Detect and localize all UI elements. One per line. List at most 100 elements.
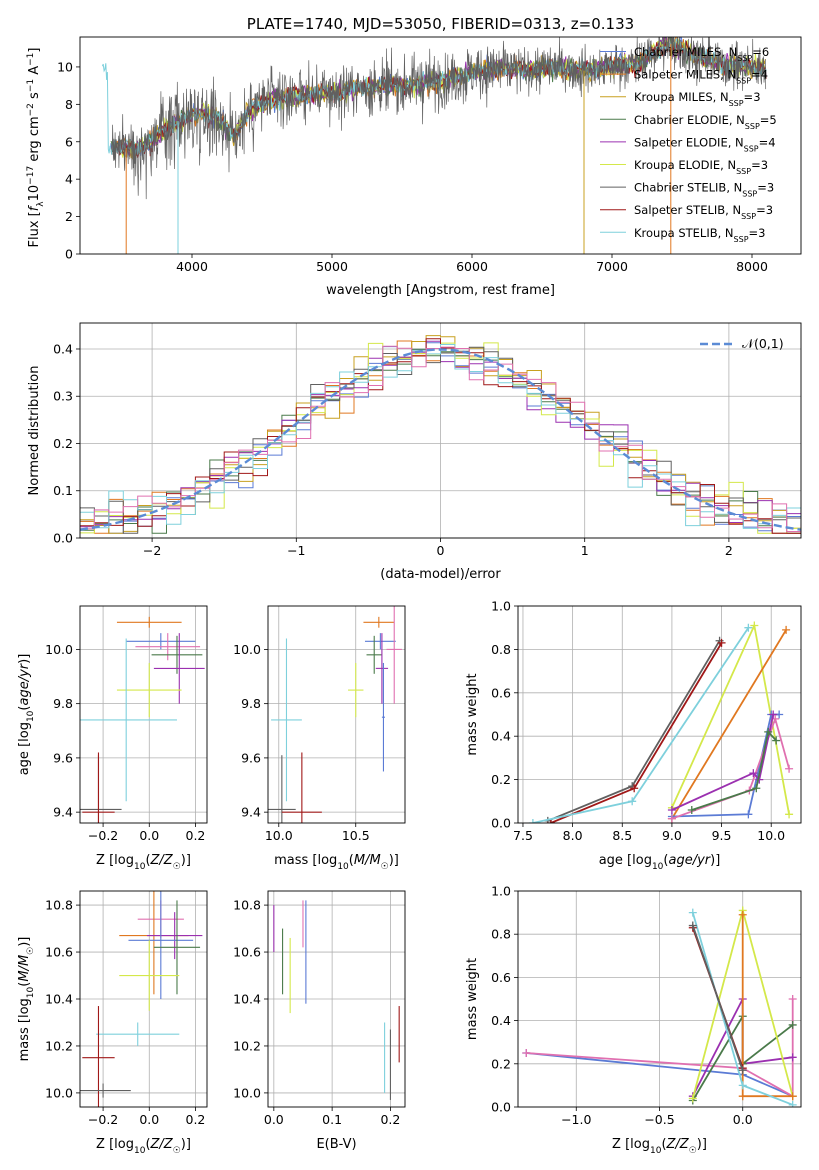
legend-entry: Chabrier STELIB, NSSP=3 xyxy=(634,181,774,199)
y-tick-label: 9.8 xyxy=(53,696,73,711)
weight-marker xyxy=(528,819,537,823)
weight-line-kroupa-stelib xyxy=(532,627,750,823)
grid-lines xyxy=(80,606,207,823)
legend-entry: Kroupa STELIB, NSSP=3 xyxy=(634,226,766,244)
x-axis-label: age [log10(age/yr)] xyxy=(599,853,721,872)
x-tick-label: 0.0 xyxy=(264,1112,284,1127)
weight-marker xyxy=(717,638,726,647)
y-axis-label: age [log10(age/yr)] xyxy=(17,654,36,776)
y-tick-label: 10.4 xyxy=(233,992,261,1007)
y-tick-label: 10.0 xyxy=(233,642,261,657)
errorbar-panel: 0.0 0.1 0.2 10.0 10.2 10.4 10.6 10.8 E(B-V) xyxy=(233,890,406,1152)
plot-frame xyxy=(79,322,802,539)
plot-frame xyxy=(267,605,406,824)
weight-line-chabrier-elodie xyxy=(691,730,777,811)
x-tick-label: −1.0 xyxy=(561,1112,591,1127)
weight-line-chabrier-stelib xyxy=(547,640,721,822)
x-tick-label: 10.0 xyxy=(757,828,785,843)
y-tick-label: 6 xyxy=(65,134,73,149)
plot-frame xyxy=(79,605,208,824)
y-axis-label: mass [log10(M/M☉)] xyxy=(17,937,36,1062)
x-axis-label: Z [log10(Z/Z☉)] xyxy=(96,1137,191,1156)
y-tick-label: 1.0 xyxy=(491,599,511,614)
mass-weight-panel: 7.5 8.0 8.5 9.0 9.5 10.0 0.0 0.2 0.4 0.6 0.8 1.0 age… xyxy=(465,599,802,872)
weight-marker xyxy=(687,805,696,814)
weight-marker xyxy=(630,784,639,793)
weight-marker xyxy=(628,797,637,806)
x-axis-label: Z [log10(Z/Z☉)] xyxy=(612,1137,707,1156)
x-axis-label: wavelength [Angstrom, rest frame] xyxy=(326,283,555,298)
error-bars xyxy=(80,891,203,1107)
weight-marker xyxy=(744,810,753,819)
y-tick-label: 0.8 xyxy=(491,927,511,942)
y-tick-label: 0.4 xyxy=(491,1013,511,1028)
legend-entry: Salpeter STELIB, NSSP=3 xyxy=(634,203,773,221)
y-tick-label: 9.8 xyxy=(241,696,261,711)
weight-marker xyxy=(522,1049,531,1057)
y-tick-label: 0.6 xyxy=(491,970,511,985)
x-axis-label: Z [log10(Z/Z☉)] xyxy=(96,853,191,872)
chart-title: PLATE=1740, MJD=53050, FIBERID=0313, z=0… xyxy=(247,15,634,33)
plot-frame xyxy=(267,890,406,1108)
y-tick-label: 9.6 xyxy=(241,750,261,765)
x-tick-label: 0 xyxy=(437,543,445,558)
x-tick-label: −0.2 xyxy=(88,1112,118,1127)
legend-entry: Salpeter ELODIE, NSSP=4 xyxy=(634,135,776,153)
errorbar-panel: −0.2 0.0 0.2 9.4 9.6 9.8 10.0 Z [log10(Z/Z☉)] ag… xyxy=(17,605,208,872)
y-tick-label: 10.0 xyxy=(233,1085,261,1100)
x-tick-label: 0.1 xyxy=(322,1112,342,1127)
weight-marker xyxy=(769,710,778,719)
errorbar-panel: −0.2 0.0 0.2 10.0 10.2 10.4 10.6 10.8 Z [log10(Z… xyxy=(17,890,208,1156)
errorbar-panel: 10.0 10.5 9.4 9.6 9.8 10.0 mass [log10(M/M☉)] xyxy=(233,605,406,872)
weight-marker xyxy=(738,1081,747,1090)
legend-entry: Kroupa MILES, NSSP=3 xyxy=(634,90,761,108)
weight-marker xyxy=(738,1092,747,1101)
weight-lines xyxy=(522,906,797,1107)
y-axis-label: mass weight xyxy=(465,673,480,755)
y-tick-label: 0.4 xyxy=(53,341,73,356)
plot-frame xyxy=(79,890,208,1108)
plot-frame xyxy=(79,36,802,255)
x-tick-label: 0.2 xyxy=(380,1112,400,1127)
weight-line-salpeter-elodie xyxy=(671,714,775,811)
plot-frame xyxy=(517,605,802,824)
grid-lines xyxy=(518,605,801,824)
weight-marker xyxy=(788,1020,797,1029)
weight-line-chabrier-stelib xyxy=(691,925,744,1071)
legend-entry: Chabrier MILES, NSSP=6 xyxy=(634,45,769,63)
y-axis-label: Flux [fλ10−17 erg cm−2 s−1 A−1] xyxy=(26,48,46,248)
y-tick-label: 0.1 xyxy=(53,483,73,498)
x-tick-label: 1 xyxy=(581,543,589,558)
grid-lines xyxy=(268,606,405,823)
weight-marker xyxy=(738,910,747,919)
weight-marker xyxy=(764,727,773,736)
weight-marker xyxy=(782,625,791,634)
y-tick-label: 0 xyxy=(65,247,73,262)
spectra xyxy=(101,37,767,254)
x-tick-label: −0.2 xyxy=(88,828,118,843)
y-axis-label: Normed distribution xyxy=(27,366,42,496)
y-tick-label: 2 xyxy=(65,209,73,224)
weight-line-pink xyxy=(526,999,794,1098)
weight-marker xyxy=(752,784,761,793)
mass-weight-panel: −1.0 −0.5 0.0 0.0 0.2 0.4 0.6 0.8 1.0 Z [log10(Z/… xyxy=(465,884,802,1156)
x-tick-label: 0.2 xyxy=(186,828,206,843)
legend-entry: Chabrier ELODIE, NSSP=5 xyxy=(634,113,777,131)
histograms xyxy=(80,335,801,534)
y-tick-label: 10.6 xyxy=(233,945,261,960)
error-bars xyxy=(80,616,205,823)
weight-lines xyxy=(528,621,794,823)
y-tick-label: 10 xyxy=(57,59,73,74)
x-tick-label: −0.5 xyxy=(644,1112,674,1127)
y-tick-label: 0.8 xyxy=(491,642,511,657)
x-tick-label: 10.0 xyxy=(265,828,293,843)
y-tick-label: 8 xyxy=(65,97,73,112)
x-tick-label: 7000 xyxy=(596,259,628,274)
x-tick-label: 9.5 xyxy=(712,828,732,843)
y-tick-label: 0.2 xyxy=(491,772,511,787)
x-tick-label: 0.2 xyxy=(186,1112,206,1127)
weight-marker xyxy=(788,1100,797,1107)
y-tick-label: 10.8 xyxy=(233,898,261,913)
weight-line-salpeter-miles xyxy=(671,629,787,820)
x-tick-label: 0.0 xyxy=(139,1112,159,1127)
